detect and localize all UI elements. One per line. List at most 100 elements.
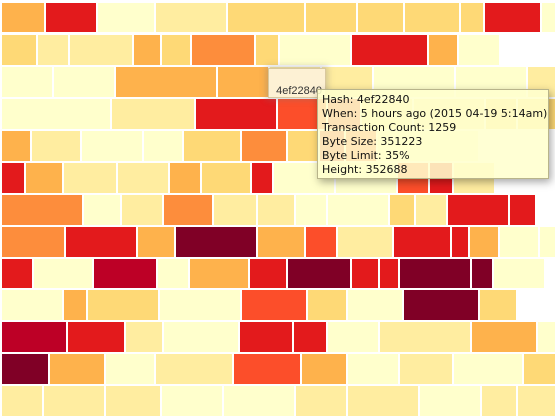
block-tile[interactable] bbox=[540, 227, 555, 257]
block-tile[interactable] bbox=[485, 3, 540, 32]
block-tile[interactable] bbox=[88, 290, 158, 320]
block-tile[interactable] bbox=[162, 35, 190, 65]
block-tile[interactable] bbox=[480, 290, 516, 320]
block-tile[interactable] bbox=[2, 195, 82, 225]
block-tile[interactable] bbox=[459, 35, 499, 65]
block-tile[interactable] bbox=[482, 386, 516, 416]
block-tile[interactable] bbox=[352, 35, 427, 65]
block-tile[interactable] bbox=[252, 163, 272, 193]
block-tile[interactable] bbox=[70, 35, 132, 65]
block-tile[interactable] bbox=[2, 259, 32, 288]
block-tile[interactable] bbox=[218, 67, 268, 97]
block-tile[interactable] bbox=[510, 195, 535, 225]
block-tile[interactable] bbox=[64, 290, 86, 320]
block-tile[interactable] bbox=[196, 99, 276, 129]
block-tile[interactable] bbox=[126, 322, 162, 352]
block-tile[interactable] bbox=[294, 322, 326, 352]
block-tile[interactable] bbox=[2, 3, 44, 32]
block-tile[interactable] bbox=[50, 354, 104, 384]
block-tile[interactable] bbox=[429, 35, 457, 65]
block-tile[interactable] bbox=[2, 163, 24, 193]
block-tile[interactable] bbox=[34, 259, 92, 288]
block-tile[interactable] bbox=[358, 3, 403, 32]
block-tile[interactable] bbox=[472, 322, 536, 352]
block-tile[interactable] bbox=[156, 354, 232, 384]
block-tile[interactable] bbox=[448, 195, 508, 225]
block-tile[interactable] bbox=[256, 35, 278, 65]
block-tile[interactable] bbox=[296, 195, 326, 225]
block-tile[interactable] bbox=[2, 35, 36, 65]
block-tile[interactable] bbox=[518, 386, 555, 416]
block-tile[interactable] bbox=[158, 259, 188, 288]
block-tile[interactable] bbox=[68, 322, 124, 352]
block-tile[interactable] bbox=[405, 3, 459, 32]
block-tile[interactable] bbox=[302, 354, 346, 384]
block-tile[interactable] bbox=[224, 386, 294, 416]
block-tile[interactable] bbox=[156, 3, 226, 32]
block-tile[interactable] bbox=[38, 35, 68, 65]
block-tile[interactable] bbox=[338, 227, 392, 257]
block-tile[interactable] bbox=[328, 322, 378, 352]
block-tile[interactable] bbox=[160, 290, 240, 320]
hovered-block-hash-label[interactable]: 4ef22840 bbox=[268, 68, 326, 98]
block-tile[interactable] bbox=[118, 163, 168, 193]
block-tile[interactable] bbox=[2, 227, 64, 257]
block-tile[interactable] bbox=[112, 99, 194, 129]
block-tile[interactable] bbox=[296, 386, 346, 416]
block-tile[interactable] bbox=[116, 67, 216, 97]
block-tile[interactable] bbox=[348, 290, 402, 320]
block-tile[interactable] bbox=[242, 131, 286, 161]
block-tile[interactable] bbox=[134, 35, 160, 65]
block-tile[interactable] bbox=[2, 131, 30, 161]
block-tile[interactable] bbox=[44, 386, 104, 416]
block-tile[interactable] bbox=[228, 3, 304, 32]
block-tile[interactable] bbox=[164, 322, 238, 352]
block-tile[interactable] bbox=[54, 67, 114, 97]
block-tile[interactable] bbox=[452, 227, 468, 257]
block-tile[interactable] bbox=[461, 3, 483, 32]
block-tile[interactable] bbox=[144, 131, 182, 161]
block-tile[interactable] bbox=[2, 386, 42, 416]
block-tile[interactable] bbox=[2, 290, 62, 320]
block-tile[interactable] bbox=[26, 163, 62, 193]
block-tile[interactable] bbox=[416, 195, 446, 225]
block-tile[interactable] bbox=[94, 259, 156, 288]
block-tile[interactable] bbox=[162, 386, 222, 416]
block-tile[interactable] bbox=[258, 227, 304, 257]
block-tile[interactable] bbox=[66, 227, 136, 257]
block-tile[interactable] bbox=[524, 354, 555, 384]
block-tile[interactable] bbox=[500, 227, 538, 257]
block-tile[interactable] bbox=[352, 259, 378, 288]
block-tile[interactable] bbox=[258, 195, 294, 225]
block-tile[interactable] bbox=[106, 386, 160, 416]
block-tile[interactable] bbox=[164, 195, 212, 225]
block-tile[interactable] bbox=[234, 354, 300, 384]
block-tile[interactable] bbox=[32, 131, 80, 161]
block-tile[interactable] bbox=[2, 67, 52, 97]
block-tile[interactable] bbox=[190, 259, 248, 288]
block-tile[interactable] bbox=[192, 35, 254, 65]
block-tile[interactable] bbox=[542, 3, 555, 32]
block-tile[interactable] bbox=[2, 322, 66, 352]
block-tile[interactable] bbox=[400, 354, 452, 384]
block-tile[interactable] bbox=[2, 99, 110, 129]
block-tile[interactable] bbox=[404, 290, 478, 320]
block-tile[interactable] bbox=[82, 131, 142, 161]
block-tile[interactable] bbox=[454, 354, 522, 384]
block-tile[interactable] bbox=[308, 290, 346, 320]
block-tile[interactable] bbox=[170, 163, 200, 193]
block-tile[interactable] bbox=[138, 227, 174, 257]
block-tile[interactable] bbox=[400, 259, 470, 288]
block-tile[interactable] bbox=[2, 354, 48, 384]
block-tile[interactable] bbox=[288, 259, 350, 288]
block-tile[interactable] bbox=[242, 290, 306, 320]
block-tile[interactable] bbox=[470, 227, 498, 257]
block-tile[interactable] bbox=[390, 195, 414, 225]
block-tile[interactable] bbox=[46, 3, 96, 32]
block-tile[interactable] bbox=[98, 3, 154, 32]
block-tile[interactable] bbox=[380, 259, 398, 288]
block-tile[interactable] bbox=[288, 131, 318, 161]
block-tile[interactable] bbox=[328, 195, 388, 225]
block-tile[interactable] bbox=[106, 354, 154, 384]
block-tile[interactable] bbox=[306, 3, 356, 32]
